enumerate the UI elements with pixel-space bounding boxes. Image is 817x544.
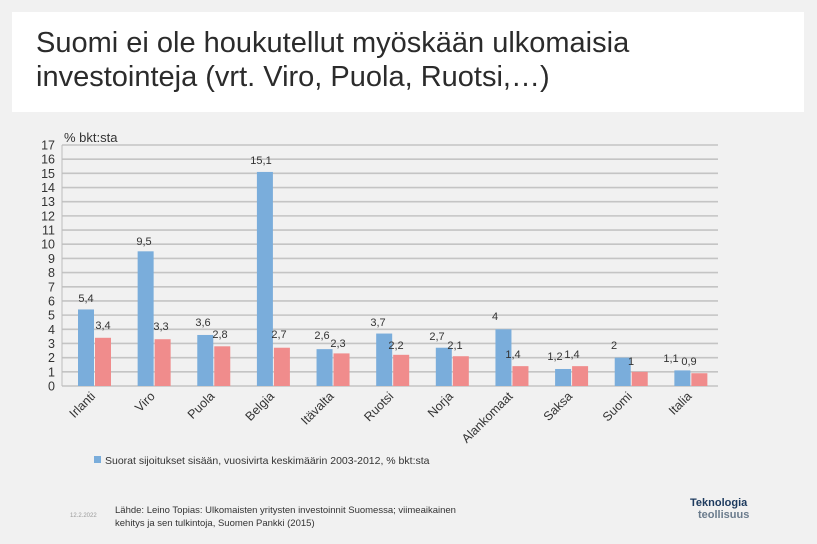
data-label: 0,9 <box>681 356 696 368</box>
bar-fdi <box>137 251 154 386</box>
y-tick-label: 0 <box>48 380 55 394</box>
x-tick-label: Italia <box>666 389 695 418</box>
bar-fdi <box>435 347 452 386</box>
y-tick-label: 7 <box>48 280 55 294</box>
bar-fdi <box>256 171 273 386</box>
slide-title-line-2: investointeja (vrt. Viro, Puola, Ruotsi,… <box>36 61 550 93</box>
y-unit-label: % bkt:sta <box>64 130 118 145</box>
bar-series-2 <box>273 347 290 386</box>
legend-swatch <box>94 456 101 463</box>
x-tick-label: Saksa <box>541 389 575 423</box>
bar-fdi <box>316 349 333 386</box>
bar-fdi <box>614 357 631 386</box>
y-tick-label: 4 <box>48 323 55 337</box>
bar-fdi <box>197 334 214 386</box>
data-label: 3,3 <box>153 321 168 333</box>
x-tick-label: Ruotsi <box>361 389 396 424</box>
y-tick-label: 17 <box>41 139 55 153</box>
data-label: 3,6 <box>195 317 210 329</box>
bar-fdi <box>555 368 572 386</box>
data-label: 1,1 <box>663 353 678 365</box>
bar-series-2 <box>572 366 589 386</box>
y-tick-label: 10 <box>41 238 55 252</box>
bar-series-2 <box>452 356 469 386</box>
y-tick-label: 2 <box>48 351 55 365</box>
slide-title: Suomi ei ole houkutellut myöskään ulkoma… <box>36 26 796 94</box>
logo-line-2: teollisuus <box>698 509 750 521</box>
data-label: 2,2 <box>388 340 403 352</box>
data-label: 2 <box>611 340 617 352</box>
y-tick-label: 3 <box>48 337 55 351</box>
bar-series-2 <box>691 373 708 386</box>
x-tick-label: Suomi <box>600 389 635 424</box>
data-label: 2,3 <box>330 338 345 350</box>
x-tick-label: Itävalta <box>298 389 336 427</box>
data-label: 9,5 <box>136 236 151 248</box>
bar-fdi <box>495 329 512 386</box>
data-label: 2,8 <box>212 329 227 341</box>
bar-fdi <box>78 309 94 386</box>
y-tick-label: 12 <box>41 209 55 223</box>
y-tick-label: 6 <box>48 294 55 308</box>
source-line-2: kehitys ja sen tulkintoja, Suomen Pankki… <box>115 518 315 529</box>
title-band <box>12 12 804 112</box>
company-logo: Teknologia teollisuus <box>690 497 800 521</box>
y-tick-label: 8 <box>48 266 55 280</box>
data-label: 3,7 <box>370 317 385 329</box>
data-label: 15,1 <box>250 155 271 167</box>
bar-fdi <box>674 370 691 386</box>
y-tick-label: 14 <box>41 181 55 195</box>
x-tick-label: Norja <box>425 389 456 420</box>
data-label: 5,4 <box>78 293 93 305</box>
data-label: 2,1 <box>447 340 462 352</box>
source-line-1: Lähde: Leino Topias: Ulkomaisten yrityst… <box>115 505 456 516</box>
y-tick-label: 16 <box>41 153 55 167</box>
data-label: 3,4 <box>95 320 110 332</box>
data-label: 2,6 <box>314 330 329 342</box>
bar-series-2 <box>512 366 529 386</box>
x-tick-label: Viro <box>132 389 157 414</box>
legend-label: Suorat sijoitukset sisään, vuosivirta ke… <box>105 455 430 467</box>
y-tick-label: 1 <box>48 365 55 379</box>
data-label: 1,2 <box>547 351 562 363</box>
slide-title-line-1: Suomi ei ole houkutellut myöskään ulkoma… <box>36 27 630 59</box>
y-tick-label: 15 <box>41 167 55 181</box>
x-tick-label: Irlanti <box>67 389 99 421</box>
y-tick-label: 11 <box>42 224 55 238</box>
bar-series-2 <box>631 371 648 386</box>
source-note: Lähde: Leino Topias: Ulkomaisten yrityst… <box>115 504 535 530</box>
bar-series-2 <box>393 354 410 386</box>
y-tick-label: 5 <box>48 309 55 323</box>
y-tick-label: 9 <box>48 252 55 266</box>
x-tick-label: Belgia <box>243 389 278 424</box>
logo-line-1: Teknologia <box>690 497 748 509</box>
data-label: 4 <box>492 311 498 323</box>
y-tick-label: 13 <box>41 195 55 209</box>
data-label: 1,4 <box>564 349 579 361</box>
data-label: 2,7 <box>429 331 444 343</box>
data-label: 2,7 <box>271 329 286 341</box>
data-label: 1,4 <box>505 349 520 361</box>
bar-series-2 <box>333 353 350 386</box>
slide-date: 12.2.2022 <box>70 513 97 519</box>
bar-series-2 <box>95 337 111 386</box>
data-label: 1 <box>628 356 634 368</box>
bar-series-2 <box>154 339 171 386</box>
x-tick-label: Alankomaat <box>459 389 516 446</box>
x-tick-label: Puola <box>185 389 218 422</box>
bar-fdi <box>376 333 393 386</box>
bar-series-2 <box>214 346 231 386</box>
